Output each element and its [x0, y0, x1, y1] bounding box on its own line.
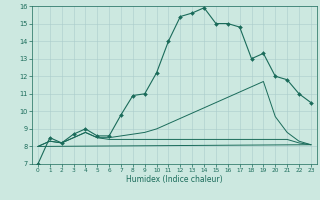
X-axis label: Humidex (Indice chaleur): Humidex (Indice chaleur) [126, 175, 223, 184]
